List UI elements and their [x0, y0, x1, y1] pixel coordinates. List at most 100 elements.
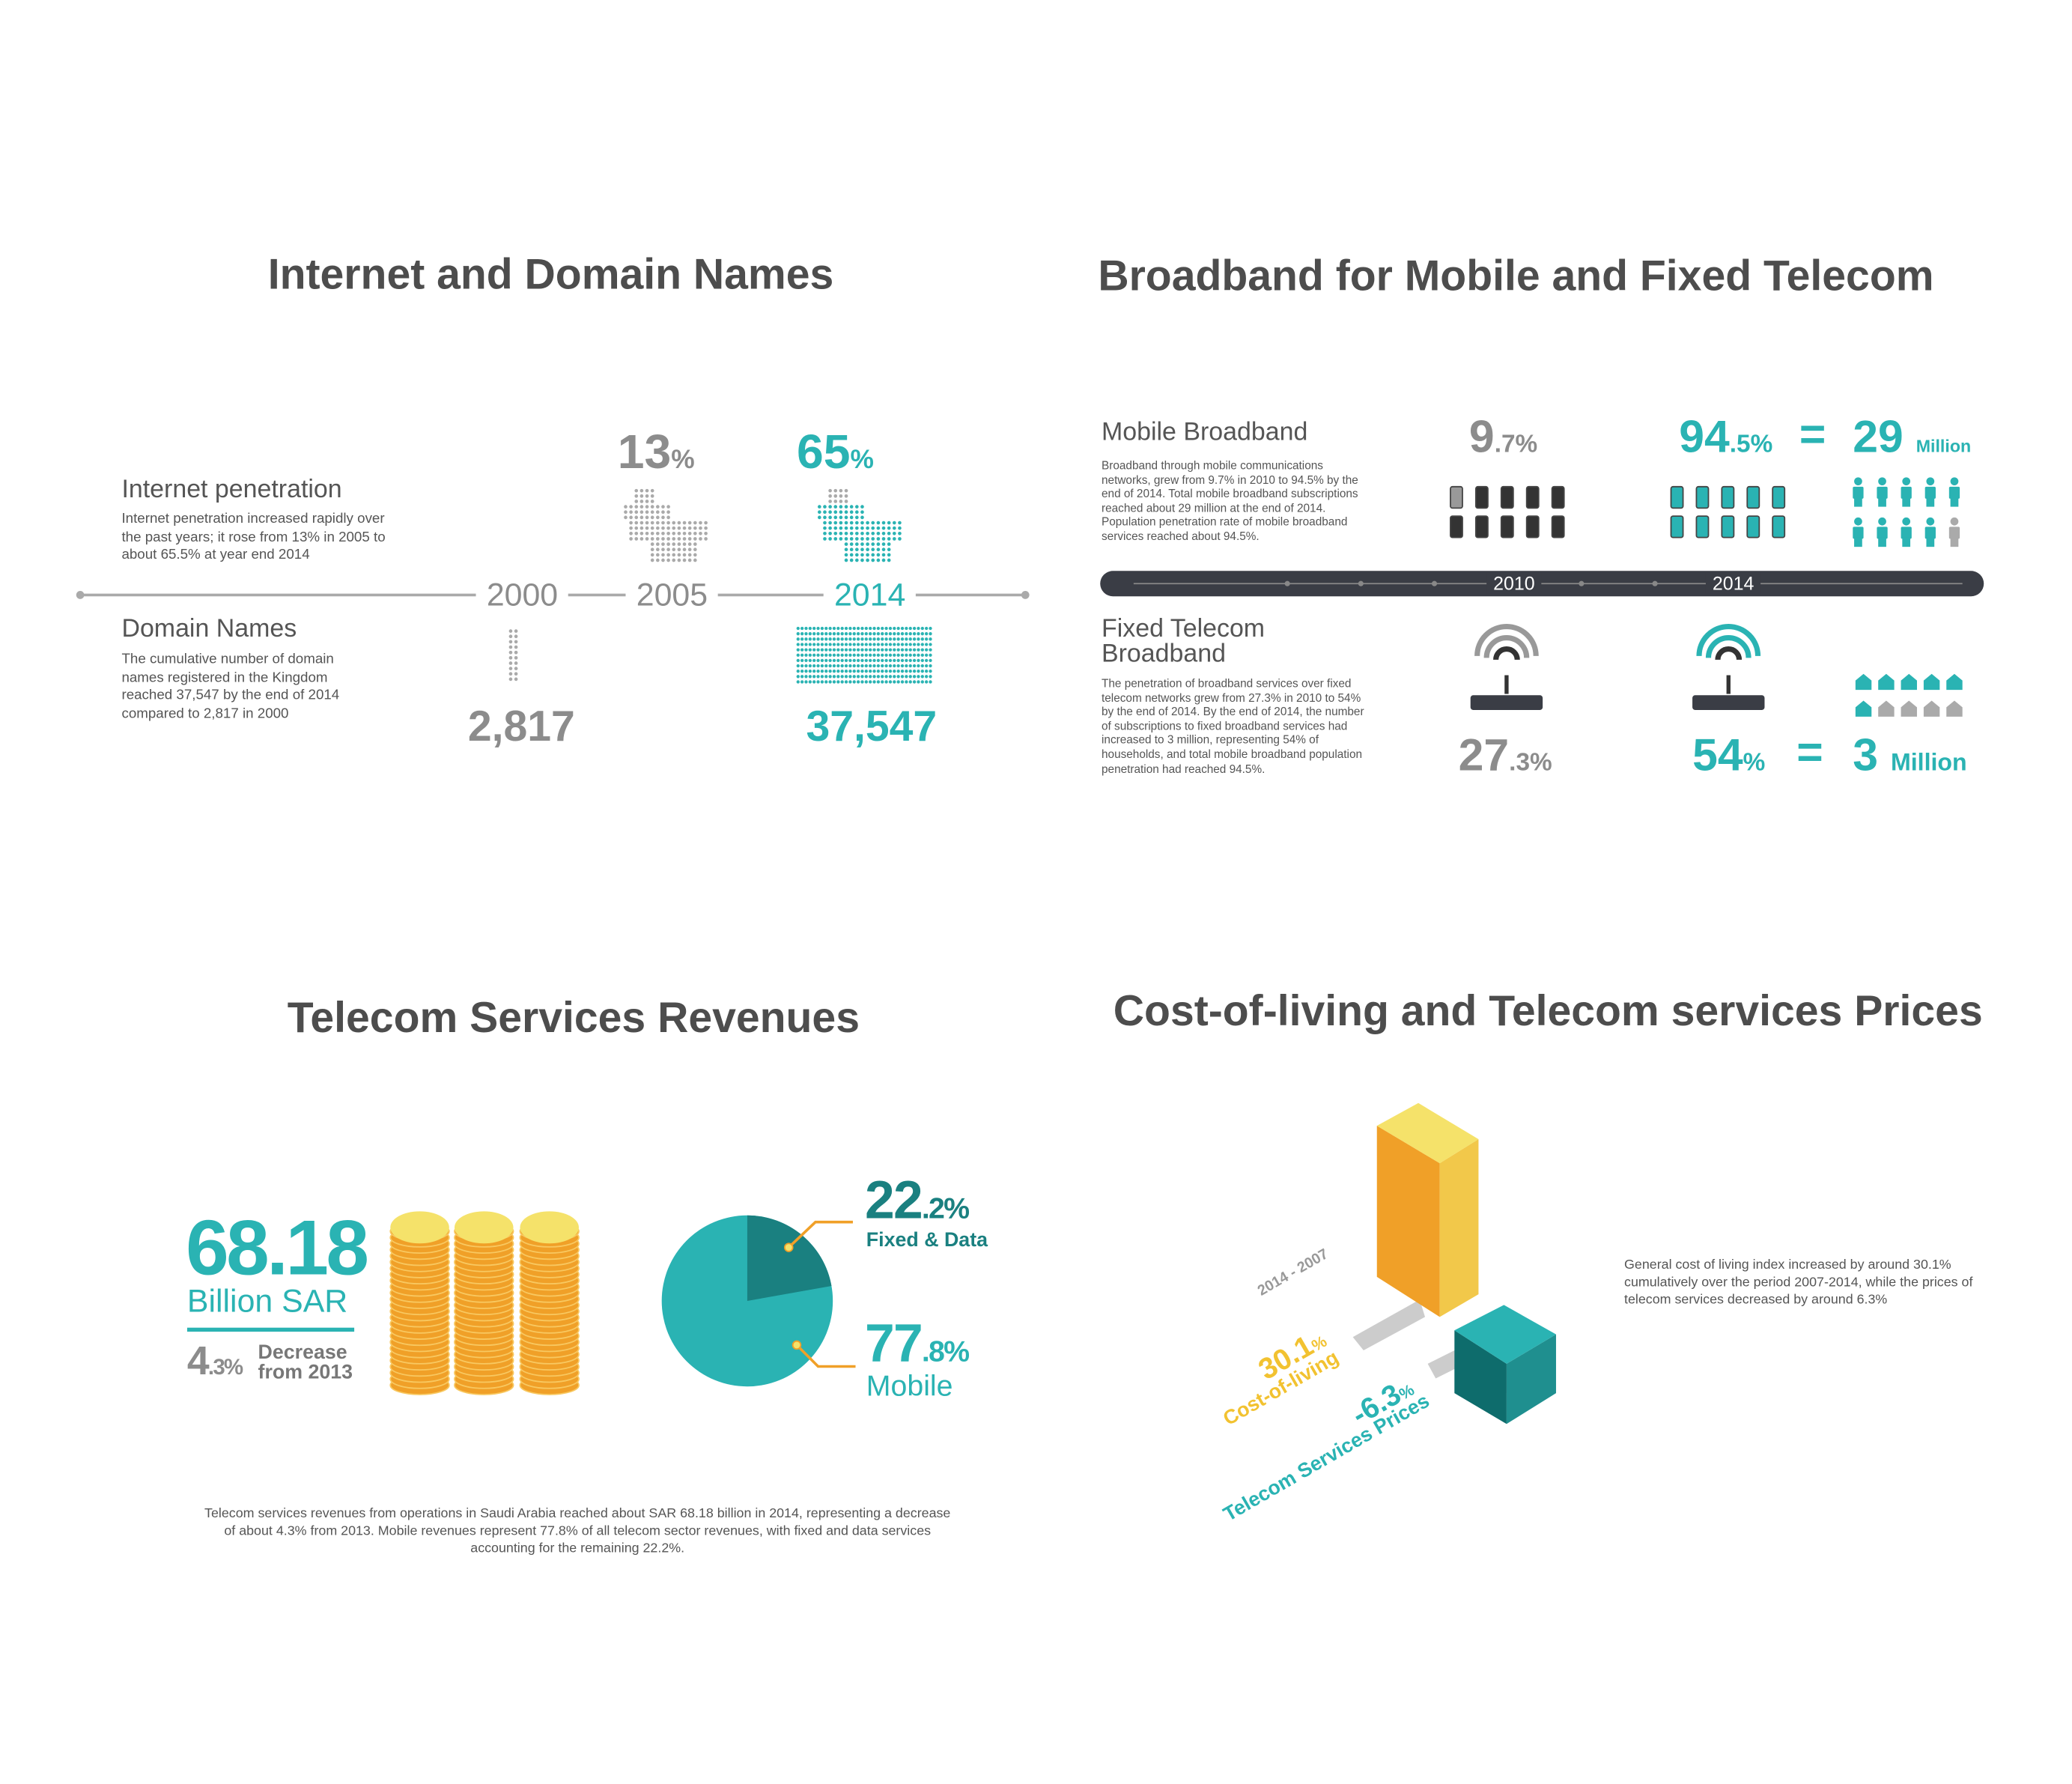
map-2005 [655, 531, 660, 535]
domain-dot [514, 672, 518, 676]
timeline-end [76, 591, 85, 599]
domain-dot [876, 653, 881, 657]
map-2014 [839, 488, 843, 493]
domain-dot [908, 658, 912, 663]
domain-dot [917, 626, 920, 631]
domain-dot [881, 670, 884, 673]
domain-dot [816, 648, 820, 652]
map-2014 [844, 558, 848, 562]
domain-dot [869, 670, 872, 673]
map-2014 [860, 505, 864, 509]
domain-dot [872, 658, 876, 663]
map-2014 [849, 537, 854, 541]
map-2005 [639, 537, 644, 541]
map-2014 [860, 515, 864, 520]
map-2014 [854, 553, 859, 557]
map-2005 [645, 515, 649, 520]
domain-dot [888, 637, 893, 641]
phone-2010 [1474, 485, 1489, 509]
fixed-2014: 54% [1692, 730, 1765, 783]
domain-dot [840, 670, 844, 673]
domain-dot [828, 626, 832, 631]
map-2005 [661, 558, 665, 562]
domain-dot [848, 670, 852, 673]
house-icon [1946, 700, 1963, 717]
domain-dot [856, 680, 860, 684]
map-2014 [854, 542, 859, 546]
decimal: .3 [207, 1356, 225, 1380]
map-2005 [655, 553, 660, 557]
person-icon [1902, 517, 1911, 526]
domain-dot [844, 675, 848, 679]
domain-dot [820, 637, 824, 641]
map-2005 [693, 542, 697, 546]
map-2014 [854, 531, 859, 535]
domain-dot [860, 675, 864, 679]
phone-2010 [1551, 485, 1565, 509]
timeline-dot [1284, 580, 1290, 586]
phone-2010 [1450, 515, 1463, 538]
domain-dot [881, 632, 884, 636]
revenue-change-label: Decrease from 2013 [258, 1342, 353, 1383]
domain-dot [836, 658, 840, 663]
revenue-change: 4.3% [187, 1340, 243, 1386]
domain-dot [881, 658, 884, 663]
map-2005 [672, 553, 676, 557]
map-2014 [844, 542, 848, 546]
map-2014 [828, 488, 832, 493]
map-2005 [687, 553, 692, 557]
domain-dot [912, 648, 917, 652]
domain-dot [920, 632, 924, 636]
map-2014 [844, 537, 848, 541]
map-2014 [881, 521, 886, 525]
decimal: .5 [1729, 429, 1751, 458]
domain-dot [912, 626, 917, 631]
domain-dot [888, 643, 893, 646]
domain-dot [840, 664, 844, 668]
domain-dot [800, 626, 804, 631]
domain-dot [896, 680, 900, 684]
domain-dot [840, 637, 844, 641]
map-2014 [881, 553, 886, 557]
domain-dot [828, 643, 832, 646]
map-2014 [860, 521, 864, 525]
domain-dot [893, 653, 896, 657]
leader-dot [792, 1340, 802, 1350]
fixed-2010: 27.3% [1459, 730, 1552, 783]
person-icon [1854, 477, 1862, 486]
domain-dot [864, 643, 868, 646]
map-2005 [682, 537, 687, 541]
domain-dot [929, 670, 932, 673]
domain-dot [848, 643, 852, 646]
person-icon [1926, 497, 1935, 507]
map-2005 [661, 526, 665, 530]
domain-dot [836, 632, 840, 636]
domain-dot [796, 664, 800, 668]
domain-dot [888, 648, 893, 652]
domain-dot [893, 670, 896, 673]
domain-dot [869, 675, 872, 679]
domain-dot [844, 643, 848, 646]
domain-dot [929, 653, 932, 657]
domain-dot [848, 637, 852, 641]
map-2014 [860, 526, 864, 530]
map-2005 [650, 537, 654, 541]
domain-dot [917, 637, 920, 641]
domain-dot [836, 648, 840, 652]
domain-dot [856, 658, 860, 663]
domain-dot [852, 626, 856, 631]
map-2005 [655, 510, 660, 515]
equals-sign-2: = [1796, 727, 1823, 778]
phone-2014 [1670, 485, 1684, 509]
domain-dot [920, 626, 924, 631]
map-2014 [871, 542, 875, 546]
house-icon [1855, 700, 1872, 717]
map-2005 [687, 537, 692, 541]
domain-dot [905, 626, 908, 631]
domain-dot [881, 664, 884, 668]
domain-dot [800, 648, 804, 652]
domain-dot [824, 658, 828, 663]
fixed-broadband-heading: Fixed Telecom Broadband [1102, 616, 1265, 667]
map-2005 [666, 515, 670, 520]
map-2014 [828, 521, 832, 525]
